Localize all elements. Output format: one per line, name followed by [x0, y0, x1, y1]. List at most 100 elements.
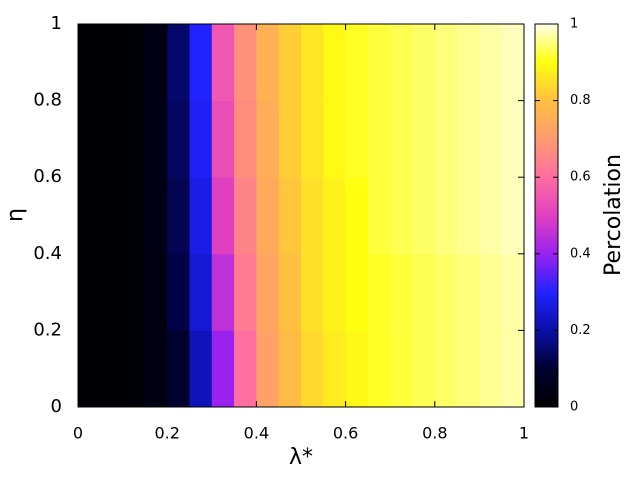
- heatmap-cell: [434, 100, 458, 178]
- heatmap-cell: [479, 100, 503, 178]
- heatmap-cell: [367, 177, 391, 255]
- heatmap-cell: [256, 100, 280, 178]
- heatmap-cell: [122, 100, 146, 178]
- heatmap-cell: [457, 177, 480, 255]
- heatmap-cell: [78, 100, 101, 178]
- heatmap-cell: [457, 100, 480, 178]
- heatmap-cell: [301, 100, 324, 178]
- heatmap-cell: [412, 100, 436, 178]
- heatmap-cell: [234, 24, 257, 102]
- x-tick-label: 0.4: [244, 424, 269, 443]
- heatmap-cell: [144, 100, 168, 178]
- x-tick-label: 0.8: [422, 424, 447, 443]
- heatmap-cell: [501, 177, 525, 255]
- y-tick-label: 0: [51, 396, 62, 417]
- heatmap-cell: [100, 24, 124, 102]
- plot-frame: [77, 23, 525, 408]
- heatmap-cell: [256, 24, 280, 102]
- heatmap-cell: [122, 330, 146, 408]
- heatmap-cell: [390, 100, 413, 178]
- heatmap-cell: [479, 330, 503, 408]
- y-tick-label: 0.2: [33, 319, 62, 340]
- heatmap-cell: [345, 253, 369, 331]
- heatmap-cell: [211, 253, 235, 331]
- heatmap-cell: [434, 253, 458, 331]
- heatmap-cell: [122, 253, 146, 331]
- heatmap-cell: [211, 330, 235, 408]
- heatmap-cell: [78, 330, 101, 408]
- heatmap-cell: [390, 330, 413, 408]
- colorbar: [534, 23, 559, 408]
- heatmap-cell: [256, 177, 280, 255]
- x-tick-label: 0: [73, 424, 83, 443]
- y-tick-label: 0.6: [33, 166, 62, 187]
- y-axis-label: η: [3, 208, 28, 222]
- heatmap-cell: [345, 24, 369, 102]
- heatmap-cell: [189, 100, 213, 178]
- colorbar-tick-label: 1: [570, 17, 578, 32]
- heatmap-cell: [345, 100, 369, 178]
- heatmap-cell: [301, 24, 324, 102]
- heatmap-cell: [479, 177, 503, 255]
- heatmap-cell: [234, 330, 257, 408]
- heatmap-cell: [167, 100, 190, 178]
- heatmap: [78, 24, 525, 408]
- heatmap-cell: [434, 24, 458, 102]
- heatmap-cell: [278, 24, 302, 102]
- heatmap-cell: [100, 100, 124, 178]
- colorbar-tick-label: 0.4: [570, 246, 591, 261]
- colorbar-tick-label: 0.8: [570, 93, 591, 108]
- heatmap-cell: [367, 100, 391, 178]
- heatmap-cell: [256, 253, 280, 331]
- y-tick-label: 0.4: [33, 243, 62, 264]
- heatmap-cell: [167, 177, 190, 255]
- y-tick-label: 0.8: [33, 90, 62, 111]
- heatmap-cell: [501, 253, 525, 331]
- heatmap-cell: [211, 24, 235, 102]
- heatmap-cell: [301, 253, 324, 331]
- heatmap-cell: [412, 177, 436, 255]
- heatmap-cell: [434, 330, 458, 408]
- heatmap-cell: [100, 177, 124, 255]
- heatmap-cell: [301, 177, 324, 255]
- heatmap-cell: [122, 177, 146, 255]
- heatmap-cell: [278, 253, 302, 331]
- heatmap-cell: [234, 253, 257, 331]
- heatmap-cell: [501, 24, 525, 102]
- heatmap-cell: [278, 330, 302, 408]
- heatmap-cell: [100, 330, 124, 408]
- heatmap-cell: [122, 24, 146, 102]
- heatmap-cell: [323, 330, 347, 408]
- heatmap-cell: [367, 24, 391, 102]
- heatmap-cell: [501, 330, 525, 408]
- heatmap-cell: [412, 24, 436, 102]
- heatmap-cell: [479, 253, 503, 331]
- heatmap-cell: [78, 253, 101, 331]
- heatmap-cell: [144, 177, 168, 255]
- heatmap-cell: [144, 330, 168, 408]
- colorbar-tick-label: 0.2: [570, 323, 591, 338]
- heatmap-cell: [278, 177, 302, 255]
- colorbar-tick-label: 0.6: [570, 170, 591, 185]
- heatmap-cell: [78, 24, 101, 102]
- heatmap-cell: [278, 100, 302, 178]
- heatmap-cell: [457, 24, 480, 102]
- heatmap-cell: [323, 100, 347, 178]
- heatmap-cell: [345, 330, 369, 408]
- heatmap-cell: [144, 24, 168, 102]
- heatmap-cell: [256, 330, 280, 408]
- colorbar-label: Percolation: [601, 154, 626, 276]
- heatmap-cell: [189, 330, 213, 408]
- heatmap-cell: [234, 100, 257, 178]
- heatmap-cell: [189, 253, 213, 331]
- heatmap-cell: [457, 253, 480, 331]
- heatmap-cell: [234, 177, 257, 255]
- heatmap-cell: [189, 24, 213, 102]
- heatmap-cell: [345, 177, 369, 255]
- heatmap-cell: [78, 177, 101, 255]
- heatmap-cell: [390, 177, 413, 255]
- heatmap-cell: [434, 177, 458, 255]
- heatmap-cell: [100, 253, 124, 331]
- heatmap-cell: [144, 253, 168, 331]
- heatmap-cell: [211, 100, 235, 178]
